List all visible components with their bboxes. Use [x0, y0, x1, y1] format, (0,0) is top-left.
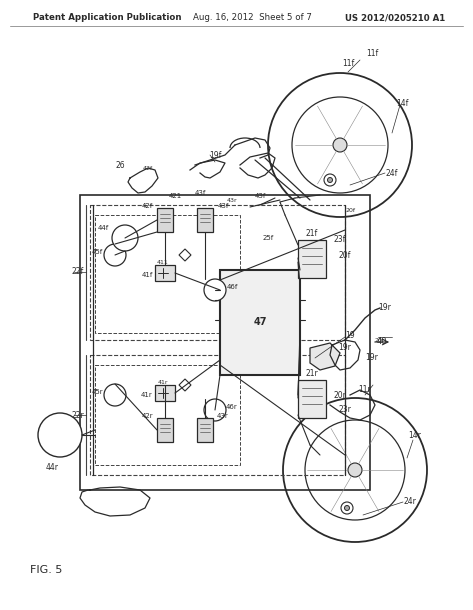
Text: 43f: 43f	[217, 203, 228, 209]
Bar	[157, 208, 173, 232]
Text: 40: 40	[377, 337, 387, 346]
Text: 411: 411	[157, 259, 169, 265]
Circle shape	[104, 244, 126, 266]
Circle shape	[38, 413, 82, 457]
Text: Aug. 16, 2012  Sheet 5 of 7: Aug. 16, 2012 Sheet 5 of 7	[193, 13, 311, 23]
Text: 44f: 44f	[97, 225, 109, 231]
Circle shape	[104, 384, 126, 406]
Text: 21f: 21f	[306, 229, 318, 237]
Text: 43r: 43r	[227, 198, 237, 203]
Bar	[95, 215, 240, 333]
Text: 14f: 14f	[396, 98, 408, 107]
Text: 11r: 11r	[359, 386, 371, 395]
Polygon shape	[179, 379, 191, 391]
Text: 46r: 46r	[226, 404, 238, 410]
Bar	[197, 208, 213, 232]
Bar	[95, 365, 240, 465]
Text: 45r: 45r	[91, 389, 103, 395]
Text: 20f: 20f	[339, 251, 351, 259]
Text: 41f: 41f	[141, 272, 153, 278]
Text: 25f: 25f	[263, 235, 273, 241]
Bar	[90, 355, 345, 475]
Text: 47: 47	[253, 317, 267, 327]
Text: 41r: 41r	[141, 392, 153, 398]
Text: 19: 19	[345, 331, 355, 340]
Bar	[80, 195, 370, 490]
Text: 42f: 42f	[143, 165, 153, 171]
Text: 11f: 11f	[342, 59, 354, 68]
Polygon shape	[310, 343, 340, 370]
Text: 24f: 24f	[386, 168, 398, 178]
Text: 20f: 20f	[345, 207, 355, 212]
Text: 43f: 43f	[254, 193, 266, 199]
Text: 26: 26	[115, 160, 125, 170]
Text: 19r: 19r	[339, 343, 351, 353]
Bar	[157, 418, 173, 442]
Text: 42f: 42f	[141, 203, 153, 209]
Bar	[155, 385, 175, 401]
Text: 19r: 19r	[366, 354, 378, 362]
Text: 23r: 23r	[339, 406, 351, 415]
Polygon shape	[179, 249, 191, 261]
Text: 20r: 20r	[333, 390, 346, 400]
Text: 21r: 21r	[306, 368, 318, 378]
Text: 22r: 22r	[71, 411, 84, 420]
Bar	[155, 265, 175, 281]
Circle shape	[333, 138, 347, 152]
Text: 14r: 14r	[409, 431, 421, 439]
Text: 20r: 20r	[375, 337, 385, 342]
Text: FIG. 5: FIG. 5	[30, 565, 62, 575]
Text: 19r: 19r	[378, 303, 392, 312]
Text: 41r: 41r	[158, 379, 168, 384]
Text: 19f: 19f	[209, 151, 221, 159]
Bar	[298, 240, 326, 278]
Text: 42r: 42r	[141, 413, 153, 419]
Text: 43f: 43f	[194, 190, 206, 196]
Text: 421: 421	[168, 193, 182, 199]
Text: Patent Application Publication: Patent Application Publication	[33, 13, 181, 23]
Text: 43r: 43r	[217, 413, 229, 419]
Text: 22f: 22f	[72, 268, 84, 276]
Bar	[298, 380, 326, 418]
Circle shape	[204, 399, 226, 421]
Circle shape	[112, 225, 138, 251]
Text: US 2012/0205210 A1: US 2012/0205210 A1	[345, 13, 445, 23]
Text: 11f: 11f	[366, 49, 378, 57]
Bar	[220, 270, 300, 375]
Bar	[197, 418, 213, 442]
Text: 44r: 44r	[45, 462, 59, 472]
Circle shape	[204, 279, 226, 301]
Text: 23f: 23f	[334, 235, 346, 245]
Bar	[90, 205, 345, 340]
Circle shape	[344, 506, 350, 511]
Text: 45f: 45f	[91, 249, 103, 255]
Text: 24r: 24r	[403, 498, 416, 506]
Circle shape	[348, 463, 362, 477]
Text: 46f: 46f	[226, 284, 238, 290]
Circle shape	[327, 178, 333, 182]
